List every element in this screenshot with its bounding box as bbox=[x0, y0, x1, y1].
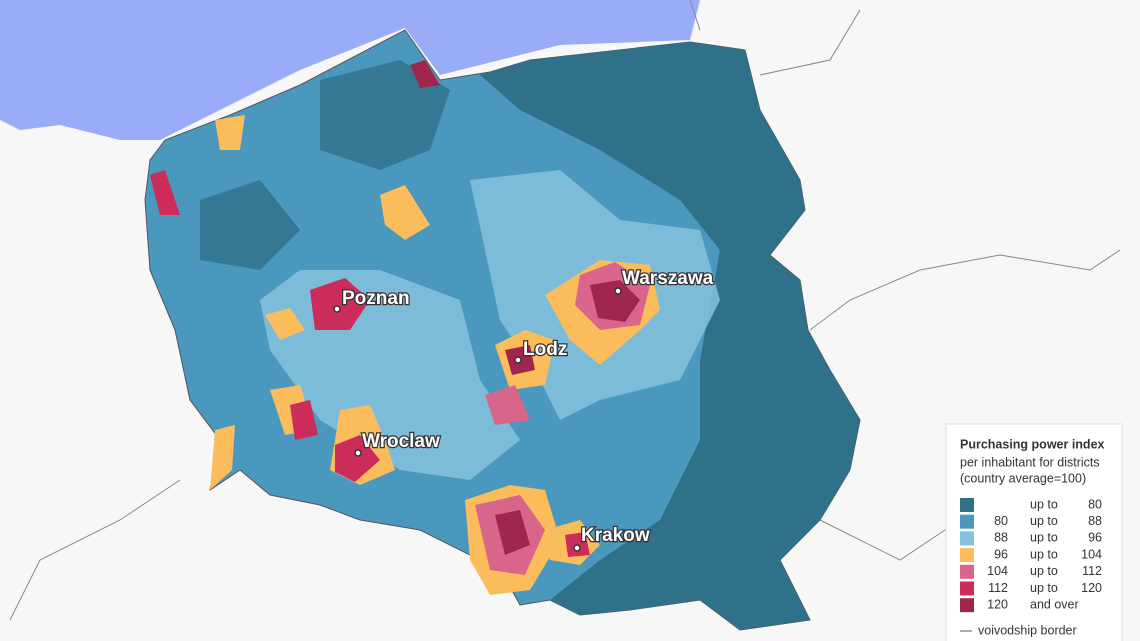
legend-swatch bbox=[960, 498, 974, 512]
legend-from: 96 bbox=[994, 547, 1008, 561]
legend-to: 96 bbox=[1088, 531, 1102, 545]
legend-subtitle: (country average=100) bbox=[960, 471, 1086, 485]
legend-to: 104 bbox=[1081, 547, 1102, 561]
sea bbox=[0, 0, 700, 140]
city-label: Poznan bbox=[342, 288, 410, 309]
city-label: Krakow bbox=[581, 525, 650, 546]
legend-swatch bbox=[960, 581, 974, 596]
city-dots bbox=[333, 287, 622, 552]
legend-to: 88 bbox=[1088, 514, 1102, 528]
legend-to: 112 bbox=[1082, 564, 1102, 578]
legend-from: 112 bbox=[988, 581, 1008, 595]
legend-title: Purchasing power index bbox=[960, 437, 1105, 451]
legend-from: 104 bbox=[987, 564, 1008, 578]
border-label: voivodship border bbox=[978, 623, 1077, 637]
mid-region bbox=[260, 170, 720, 480]
legend-swatch bbox=[960, 564, 974, 579]
city-label: Warszawa bbox=[622, 268, 714, 289]
legend-text: up to bbox=[1030, 514, 1058, 528]
legend-text: up to bbox=[1030, 564, 1058, 578]
legend-from: 80 bbox=[994, 514, 1008, 528]
legend-text: up to bbox=[1030, 497, 1058, 511]
legend-text: up to bbox=[1030, 531, 1058, 545]
legend-text: up to bbox=[1030, 581, 1058, 595]
legend-to: 80 bbox=[1088, 497, 1102, 511]
legend: Purchasing power index per inhabitant fo… bbox=[945, 423, 1123, 641]
legend-text: and over bbox=[1030, 597, 1079, 611]
legend-swatch bbox=[960, 598, 974, 613]
hotspots bbox=[150, 60, 660, 595]
legend-from: 120 bbox=[987, 597, 1008, 611]
legend-to: 120 bbox=[1081, 581, 1102, 595]
city-label: Lodz bbox=[523, 339, 567, 360]
legend-subtitle: per inhabitant for districts bbox=[960, 455, 1100, 469]
city-label: Wroclaw bbox=[362, 431, 440, 452]
legend-swatch bbox=[960, 514, 974, 529]
legend-swatch bbox=[960, 548, 974, 563]
north-region bbox=[200, 60, 450, 270]
legend-swatch bbox=[960, 531, 974, 546]
east-region bbox=[480, 42, 860, 630]
neighbor-borders bbox=[9, 0, 1121, 621]
legend-box bbox=[945, 423, 1123, 641]
legend-from: 88 bbox=[994, 531, 1008, 545]
legend-text: up to bbox=[1030, 547, 1058, 561]
